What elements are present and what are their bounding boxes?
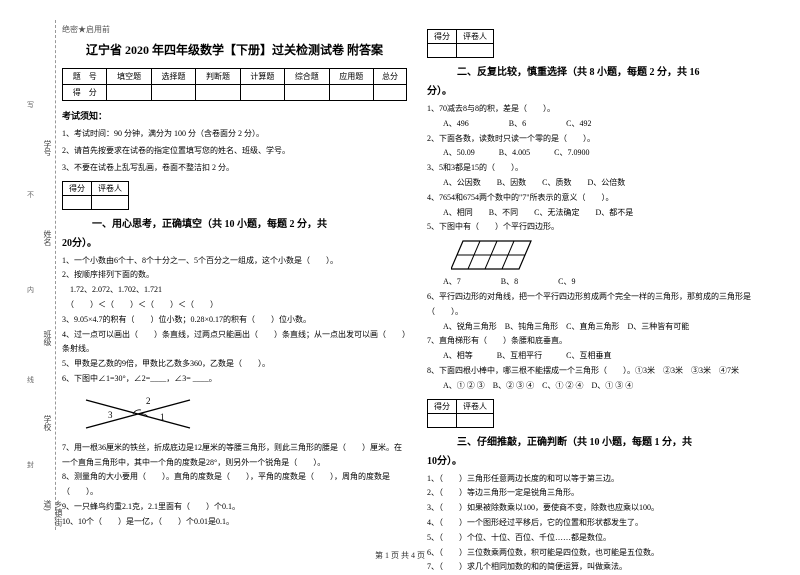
seal-char: 写: [27, 100, 34, 110]
marker-cell: [92, 195, 129, 209]
page-footer: 第 1 页 共 4 页: [0, 550, 800, 561]
seal-char: 线: [27, 375, 34, 385]
options: A、7 B、8 C、9: [427, 275, 772, 290]
confidential-label: 绝密★启用前: [62, 24, 407, 35]
marker-cell: 得分: [63, 181, 92, 195]
question: 1、70减去8与8的积，差是（ ）。: [427, 102, 772, 117]
question-sub: 1.72、2.072、1.702、1.721: [62, 283, 407, 298]
left-column: 绝密★启用前 辽宁省 2020 年四年级数学【下册】过关检测试卷 附答案 题 号…: [62, 24, 407, 534]
right-column: 得分评卷人 二、反复比较，慎重选择（共 8 小题，每题 2 分，共 16 分）。…: [427, 24, 772, 534]
score-cell: 判断题: [196, 69, 240, 85]
question: 3、5和3都是15的（ ）。: [427, 161, 772, 176]
svg-text:3: 3: [108, 410, 113, 420]
binding-label: 学号: [42, 140, 53, 156]
part3-title: 三、仔细推敲，正确判断（共 10 小题，每题 1 分，共: [427, 433, 772, 448]
options: A、锐角三角形 B、钝角三角形 C、直角三角形 D、三种皆有可能: [427, 320, 772, 335]
question: 1、（ ）三角形任意两边长度的和可以等于第三边。: [427, 472, 772, 487]
question: 1、一个小数由6个十、8个十分之一、5个百分之一组成，这个小数是（ ）。: [62, 254, 407, 269]
marker-cell: 评卷人: [457, 399, 494, 413]
question: 7、直角梯形有（ ）条腰和底垂直。: [427, 334, 772, 349]
score-cell: [329, 85, 373, 101]
question: 6、平行四边形的对角线，把一个平行四边形剪成两个完全一样的三角形，那剪成的三角形…: [427, 290, 772, 320]
question: 10、10个（ ）是一亿，（ ）个0.01是0.1。: [62, 515, 407, 530]
question: 3、（ ）如果被除数乘以100，要使商不变，除数也应乘以100。: [427, 501, 772, 516]
question: 2、按顺序排列下面的数。: [62, 268, 407, 283]
question: 8、测量角的大小要用（ ）。直角的度数是（ ），平角的度数是（ ），周角的度数是…: [62, 470, 407, 500]
score-cell: 综合题: [285, 69, 329, 85]
binding-area: 乡镇(街道) 学校 班级 姓名 学号 封 线 内 不 写: [12, 20, 56, 530]
part3-cont: 10分）。: [427, 452, 772, 467]
binding-label: 学校: [42, 415, 53, 431]
score-cell: [196, 85, 240, 101]
notice-item: 3、不要在试卷上乱写乱画，卷面不整洁扣 2 分。: [62, 160, 407, 175]
notice-head: 考试须知：: [62, 109, 407, 122]
marker-table: 得分评卷人: [62, 181, 129, 210]
score-cell: 计算题: [240, 69, 284, 85]
question: 4、过一点可以画出（ ）条直线，过两点只能画出（ ）条直线；从一点出发可以画（ …: [62, 328, 407, 358]
score-table: 题 号 填空题 选择题 判断题 计算题 综合题 应用题 总分 得 分: [62, 68, 407, 101]
options: A、相同 B、不同 C、无法确定 D、都不是: [427, 206, 772, 221]
score-cell: 得 分: [63, 85, 107, 101]
svg-text:1: 1: [160, 412, 165, 422]
score-cell: [240, 85, 284, 101]
marker-table: 得分评卷人: [427, 399, 494, 428]
binding-label: 乡镇(街道): [42, 500, 64, 530]
marker-cell: [63, 195, 92, 209]
marker-cell: 评卷人: [457, 30, 494, 44]
marker-cell: [457, 44, 494, 58]
score-cell: [151, 85, 195, 101]
exam-title: 辽宁省 2020 年四年级数学【下册】过关检测试卷 附答案: [62, 41, 407, 58]
question: 5、甲数是乙数的9倍，甲数比乙数多360，乙数是（ ）。: [62, 357, 407, 372]
question: 5、（ ）个位、十位、百位、千位……都是数位。: [427, 531, 772, 546]
marker-cell: [457, 413, 494, 427]
seal-char: 不: [27, 190, 34, 200]
seal-char: 内: [27, 285, 34, 295]
question: 4、（ ）一个图形经过平移后，它的位置和形状都发生了。: [427, 516, 772, 531]
page-container: 绝密★启用前 辽宁省 2020 年四年级数学【下册】过关检测试卷 附答案 题 号…: [0, 0, 800, 548]
angle-diagram: 2 3 1: [78, 390, 198, 438]
question: 2、（ ）等边三角形一定是锐角三角形。: [427, 486, 772, 501]
question: 9、一只蜂鸟约重2.1克，2.1里面有（ ）个0.1。: [62, 500, 407, 515]
options: A、相等 B、互相平行 C、互相垂直: [427, 349, 772, 364]
score-cell: [373, 85, 406, 101]
notice-item: 2、请首先按要求在试卷的指定位置填写您的姓名、班级、学号。: [62, 143, 407, 158]
score-cell: 填空题: [107, 69, 151, 85]
question: 2、下面各数，读数时只读一个零的是（ ）。: [427, 132, 772, 147]
part2-title: 二、反复比较，慎重选择（共 8 小题，每题 2 分，共 16: [427, 63, 772, 78]
parallelogram-diagram: [451, 237, 537, 273]
options: A、496 B、6 C、492: [427, 117, 772, 132]
part1-cont: 20分）。: [62, 234, 407, 249]
score-cell: 应用题: [329, 69, 373, 85]
marker-cell: 得分: [428, 399, 457, 413]
question: 7、（ ）求几个相同加数的和的简便运算，叫做乘法。: [427, 560, 772, 575]
notice-item: 1、考试时间：90 分钟，满分为 100 分（含卷面分 2 分）。: [62, 126, 407, 141]
score-cell: 总分: [373, 69, 406, 85]
part1-title: 一、用心思考，正确填空（共 10 小题，每题 2 分，共: [62, 215, 407, 230]
question-sub: （ ）＜（ ）＜（ ）＜（ ）: [62, 298, 407, 313]
score-cell: [107, 85, 151, 101]
seal-char: 封: [27, 460, 34, 470]
binding-label: 姓名: [42, 230, 53, 246]
options: A、50.09 B、4.005 C、7.0900: [427, 146, 772, 161]
marker-cell: [428, 44, 457, 58]
marker-cell: [428, 413, 457, 427]
options: A、公因数 B、因数 C、质数 D、公倍数: [427, 176, 772, 191]
binding-label: 班级: [42, 330, 53, 346]
marker-cell: 得分: [428, 30, 457, 44]
marker-cell: 评卷人: [92, 181, 129, 195]
question: 5、下图中有（ ）个平行四边形。: [427, 220, 772, 235]
marker-table: 得分评卷人: [427, 29, 494, 58]
score-cell: [285, 85, 329, 101]
question: 3、9.05×4.7的积有（ ）位小数；0.28×0.17的积有（ ）位小数。: [62, 313, 407, 328]
score-cell: 选择题: [151, 69, 195, 85]
question: 7、用一根36厘米的铁丝，折成底边是12厘米的等腰三角形，则此三角形的腰是（ ）…: [62, 441, 407, 471]
question: 4、7654和6754两个数中的"7"所表示的意义（ ）。: [427, 191, 772, 206]
part2-cont: 分）。: [427, 82, 772, 97]
question: 6、下图中∠1=30°，∠2=____，∠3= ____。: [62, 372, 407, 387]
score-cell: 题 号: [63, 69, 107, 85]
svg-text:2: 2: [146, 396, 151, 406]
options: A、① ② ③ B、② ③ ④ C、① ② ④ D、① ③ ④: [427, 379, 772, 394]
question: 8、下面四根小棒中，哪三根不能摆成一个三角形（ ）。①3米 ②3米 ③3米 ④7…: [427, 364, 772, 379]
